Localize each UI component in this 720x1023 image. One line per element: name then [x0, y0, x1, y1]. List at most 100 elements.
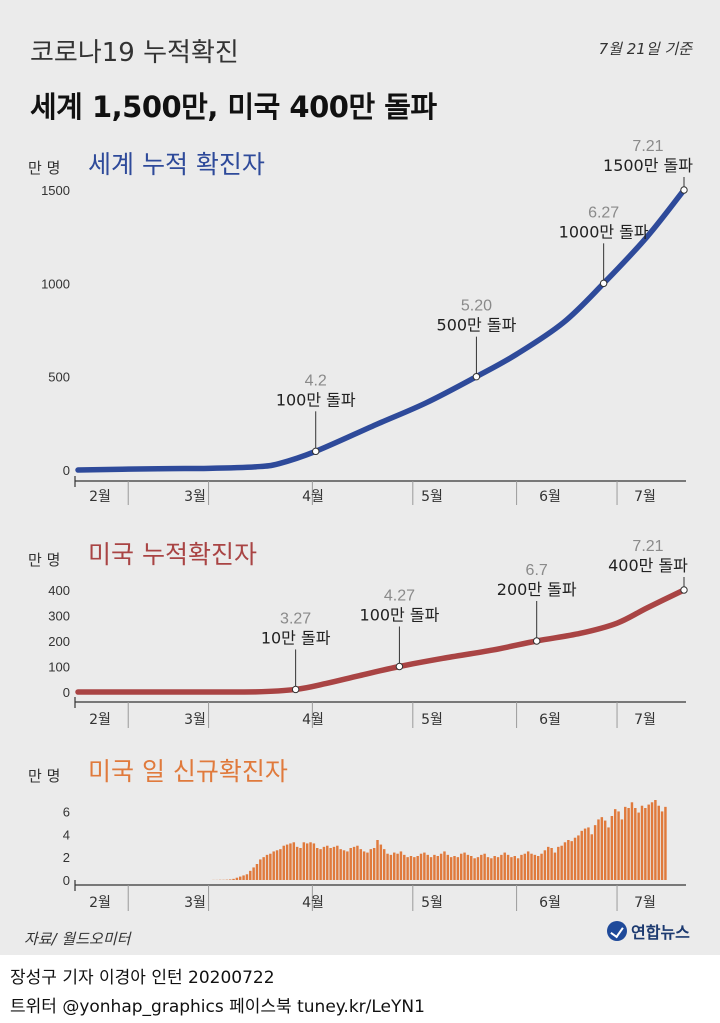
world-annotation-marker [680, 186, 688, 194]
us-daily-bar [235, 877, 239, 880]
us-daily-bar [436, 856, 439, 880]
world-y-tick-label: 0 [63, 463, 70, 478]
us-daily-bar [459, 853, 463, 880]
us-cumulative-month-label: 5월 [421, 712, 443, 728]
us-daily-chart-title: 미국 일 신규확진자 [88, 757, 288, 786]
us-daily-bar [557, 846, 560, 880]
us-daily-bar [530, 853, 533, 880]
us-daily-bar [597, 819, 600, 880]
us-daily-bar [356, 845, 359, 880]
us-daily-bar [382, 849, 386, 880]
us-daily-bar [627, 808, 630, 880]
world-series-line [75, 187, 687, 473]
us-cumulative-month-label: 2월 [89, 712, 111, 728]
us-daily-bar [309, 842, 312, 880]
us-cumulative-y-tick-label: 400 [48, 583, 70, 598]
us-cumulative-annotation-date: 7.21 [632, 538, 663, 555]
us-daily-bar [637, 812, 640, 880]
us-daily-bar [563, 842, 567, 880]
us-daily-bar [634, 808, 637, 880]
us-cumulative-annotation-text: 400만 돌파 [608, 556, 688, 575]
us-cumulative-annotation-marker [291, 685, 300, 694]
us-cumulative-annotation-marker [395, 662, 404, 671]
us-daily-bar [613, 809, 617, 880]
us-daily-bar [379, 844, 383, 880]
us-daily-bar [590, 834, 594, 880]
source-note: 자료/ 월드오미터 [24, 930, 131, 948]
us-daily-bar [644, 808, 647, 880]
world-annotation-marker [599, 279, 608, 288]
main-title: 코로나19 누적확진 [30, 38, 239, 68]
us-daily-bar [490, 858, 493, 880]
us-daily-bar [470, 856, 473, 880]
us-daily-bar [536, 856, 540, 880]
credit-line-2: 트위터 @yonhap_graphics 페이스북 tuney.kr/LeYN1 [10, 997, 425, 1017]
us-daily-bar [630, 802, 634, 880]
us-daily-bar [366, 852, 369, 880]
us-daily-bar [372, 848, 376, 880]
us-daily-bar [275, 850, 279, 880]
world-annotation-marker [472, 372, 481, 381]
us-daily-bar [510, 857, 513, 880]
us-daily-bar [349, 848, 352, 880]
us-daily-bar [526, 851, 530, 880]
us-daily-bar [500, 854, 503, 880]
us-daily-month-label: 4월 [302, 895, 324, 911]
us-daily-bar [550, 848, 553, 880]
world-month-label: 5월 [421, 489, 443, 505]
us-daily-bar [543, 850, 547, 880]
us-daily-bar [587, 827, 590, 880]
us-daily-bar [654, 800, 657, 880]
us-daily-bar [285, 844, 289, 880]
us-cumulative-month-label: 6월 [539, 712, 561, 728]
us-daily-bar [620, 819, 624, 880]
us-daily-bar [332, 846, 336, 880]
us-daily-bar [259, 859, 262, 880]
us-daily-bar [523, 853, 527, 880]
us-daily-bar [516, 858, 520, 880]
us-daily-bar [647, 804, 650, 880]
us-daily-bar [228, 879, 232, 880]
world-annotation-date: 6.27 [588, 204, 619, 221]
us-daily-bar [443, 851, 446, 880]
date-basis: 7월 21일 기준 [598, 40, 692, 58]
world-y-tick-label: 1500 [41, 183, 70, 198]
us-daily-bar [312, 843, 316, 880]
us-daily-bar [249, 870, 252, 880]
us-daily-y-tick-label: 6 [63, 804, 70, 819]
us-daily-y-tick-label: 0 [63, 873, 70, 888]
us-cumulative-y-tick-label: 200 [48, 634, 70, 649]
us-daily-bar [480, 854, 483, 880]
us-daily-bar [265, 854, 269, 880]
us-daily-bar [580, 830, 583, 880]
us-daily-bar [386, 853, 389, 880]
world-annotation-marker [312, 447, 320, 456]
us-cumulative-series-line [75, 587, 687, 695]
us-daily-bar [396, 853, 399, 880]
world-annotation-date: 4.2 [305, 372, 327, 389]
world-unit-label: 만 명 [28, 159, 60, 177]
us-daily-bar [399, 851, 403, 880]
world-month-label: 7월 [634, 489, 656, 505]
yonhap-logo-icon [607, 921, 627, 941]
us-daily-bar [453, 856, 456, 880]
us-daily-bar [255, 864, 259, 880]
us-daily-bar [463, 852, 466, 880]
us-daily-bar [560, 845, 563, 880]
us-daily-bar [406, 857, 409, 880]
us-cumulative-month-label: 4월 [302, 712, 324, 728]
us-daily-bar [419, 853, 423, 880]
us-daily-bar [607, 827, 610, 880]
us-daily-bar [239, 876, 242, 880]
us-daily-bar [593, 825, 597, 880]
world-month-label: 4월 [302, 489, 324, 505]
us-daily-bar [245, 874, 249, 880]
us-cumulative-annotation-date: 3.27 [280, 610, 311, 627]
us-daily-bar [533, 854, 537, 880]
world-annotation-text: 500만 돌파 [437, 316, 517, 335]
us-cumulative-unit-label: 만 명 [28, 551, 60, 569]
world-month-label: 3월 [184, 489, 206, 505]
us-daily-bar [520, 854, 523, 880]
us-daily-bar [292, 842, 296, 880]
us-daily-bar [339, 849, 342, 880]
